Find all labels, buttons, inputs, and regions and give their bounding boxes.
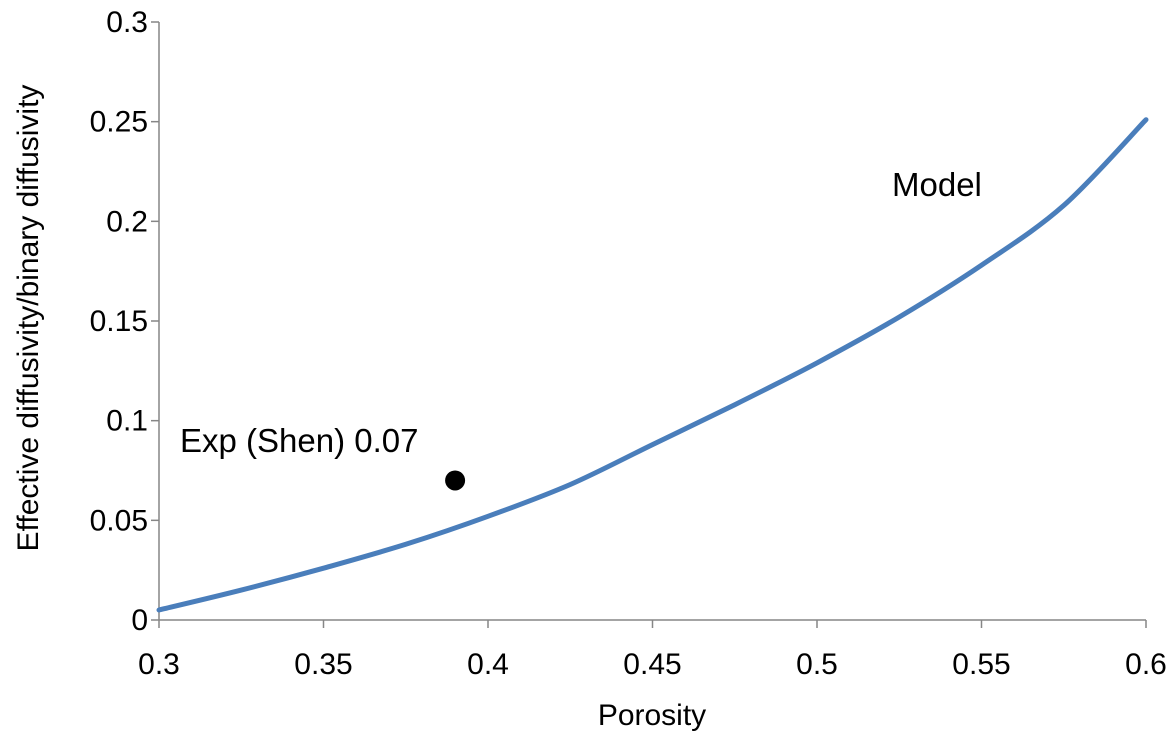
- y-tick-label: 0: [131, 604, 148, 637]
- x-tick-label: 0.55: [952, 648, 1010, 681]
- axes: [158, 22, 1146, 621]
- y-tick-label: 0.1: [106, 405, 148, 438]
- x-ticks: 0.3 0.35 0.4 0.45 0.5 0.55 0.6: [138, 620, 1167, 681]
- x-axis-title: Porosity: [598, 699, 706, 732]
- y-tick-label: 0.15: [90, 305, 148, 338]
- series-layer: [156, 117, 1149, 613]
- y-tick-label: 0.25: [90, 106, 148, 139]
- exp-annotation: Exp (Shen) 0.07: [180, 422, 418, 459]
- x-tick-label: 0.35: [294, 648, 352, 681]
- model-annotation: Model: [892, 166, 982, 203]
- exp-data-point: [445, 470, 466, 491]
- y-tick-label: 0.3: [106, 6, 148, 39]
- y-axis-title: Effective diffusivity/binary diffusivity: [12, 85, 45, 552]
- x-tick-label: 0.6: [1125, 648, 1167, 681]
- x-tick-label: 0.5: [796, 648, 838, 681]
- x-tick-label: 0.45: [623, 648, 681, 681]
- x-tick-label: 0.4: [467, 648, 509, 681]
- y-tick-label: 0.2: [106, 205, 148, 238]
- model-series-line: [156, 117, 1149, 613]
- y-tick-label: 0.05: [90, 504, 148, 537]
- y-ticks: 0 0.05 0.1 0.15 0.2 0.25 0.3: [90, 6, 159, 637]
- x-tick-label: 0.3: [138, 648, 180, 681]
